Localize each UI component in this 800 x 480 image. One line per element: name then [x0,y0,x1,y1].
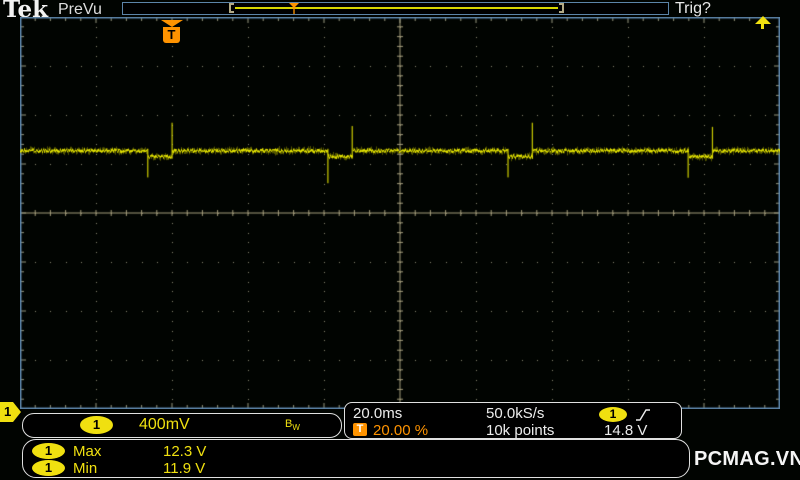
measurements-box: 1 Max 12.3 V 1 Min 11.9 V [22,439,690,478]
channel1-badge: 1 [80,416,113,434]
measurement-value: 11.9 V [163,460,206,477]
trigger-position-t-icon: T [163,27,180,43]
timebase-trigger-box: 20.0ms 50.0kS/s 1 T 20.00 % 10k points 1… [344,402,682,439]
channel1-position-marker: 1 [0,402,21,422]
measurement-channel-badge: 1 [32,443,65,459]
trigger-level-arrow-icon [754,16,771,29]
channel1-scale-label: 400mV [139,416,190,433]
trigger-source-badge: 1 [599,407,627,422]
trigger-position-arrow-icon [160,20,183,27]
record-length-label: 10k points [486,422,555,439]
record-trigger-t-icon: T [291,6,297,16]
trigger-t-badge: T [353,423,367,436]
record-trigger-arrow-icon [289,3,299,8]
record-window-line [235,7,558,9]
bandwidth-limit-sub: W [292,423,300,433]
record-trigger-marker: T [289,3,299,16]
watermark: PCMAG.VN [694,448,800,470]
bandwidth-limit-icon: BW [285,418,300,432]
record-window-left-bracket-icon [229,3,234,13]
arrow-up-icon [754,16,771,24]
measurement-label: Min [73,460,98,477]
trigger-slope-rising-icon [636,409,650,421]
sample-rate-label: 50.0kS/s [486,405,545,422]
measurement-value: 12.3 V [163,443,207,460]
acquisition-mode-label: PreVu [58,1,102,18]
trigger-level-label: 14.8 V [604,422,648,439]
trigger-position-percent-label: 20.00 % [373,422,429,439]
bandwidth-limit-main: B [285,418,293,430]
record-window-right-bracket-icon [559,3,564,13]
trigger-position-marker: T [160,20,183,43]
measurement-channel-badge: 1 [32,460,65,476]
graticule-canvas [20,17,780,409]
channel1-readout-box: 1 400mV BW [22,413,342,438]
trigger-status-label: Trig? [675,0,711,17]
arrow-stem-icon [761,24,764,29]
time-per-division-label: 20.0ms [353,405,403,422]
measurement-label: Max [73,443,102,460]
record-view-bar: T [122,2,669,16]
